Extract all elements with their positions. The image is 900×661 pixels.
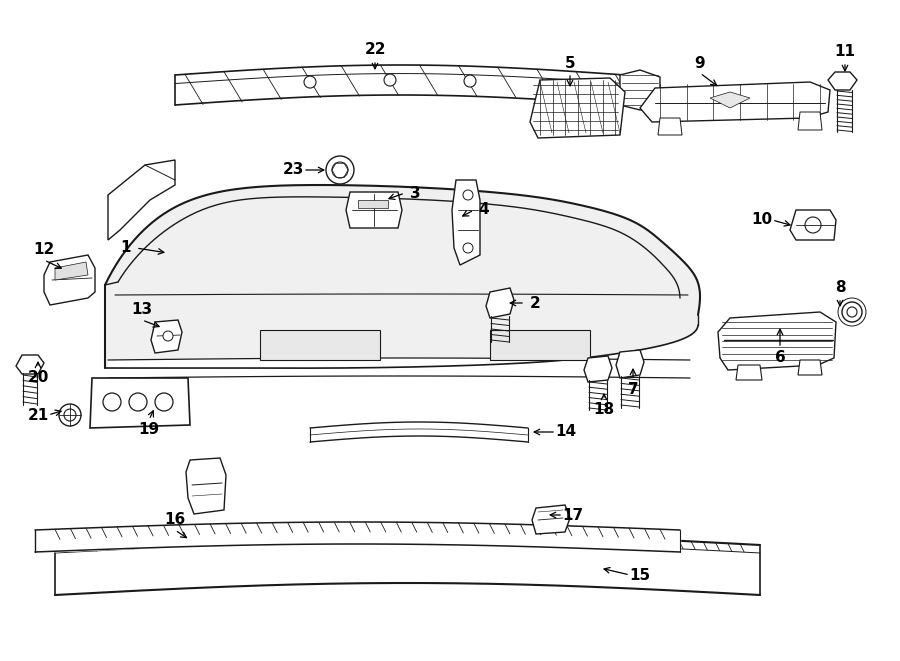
Polygon shape — [798, 112, 822, 130]
Text: 20: 20 — [27, 371, 49, 385]
Polygon shape — [718, 312, 836, 370]
Text: 1: 1 — [121, 241, 131, 256]
Polygon shape — [16, 355, 44, 374]
Text: 16: 16 — [165, 512, 185, 527]
Polygon shape — [452, 180, 480, 265]
Text: 12: 12 — [33, 243, 55, 258]
Circle shape — [332, 162, 348, 178]
Polygon shape — [108, 160, 175, 240]
Polygon shape — [620, 70, 660, 110]
Polygon shape — [798, 360, 822, 375]
Text: 19: 19 — [139, 422, 159, 438]
Polygon shape — [532, 505, 570, 534]
Circle shape — [842, 302, 862, 322]
Circle shape — [64, 409, 76, 421]
Text: 18: 18 — [593, 403, 615, 418]
Circle shape — [163, 331, 173, 341]
Polygon shape — [490, 330, 590, 360]
Circle shape — [304, 76, 316, 88]
Polygon shape — [584, 356, 612, 382]
Text: 14: 14 — [555, 424, 577, 440]
Polygon shape — [486, 288, 514, 318]
Text: 22: 22 — [364, 42, 386, 58]
Text: 8: 8 — [834, 280, 845, 295]
Polygon shape — [186, 458, 226, 514]
Text: 2: 2 — [529, 295, 540, 311]
Text: 9: 9 — [695, 56, 706, 71]
Circle shape — [59, 404, 81, 426]
Text: 6: 6 — [775, 350, 786, 366]
Text: 23: 23 — [283, 163, 303, 178]
Text: 3: 3 — [410, 186, 420, 200]
Text: 4: 4 — [479, 202, 490, 217]
Text: 11: 11 — [834, 44, 856, 59]
Polygon shape — [530, 78, 625, 138]
Polygon shape — [105, 185, 700, 368]
Text: 21: 21 — [27, 407, 49, 422]
Circle shape — [464, 75, 476, 87]
Text: 15: 15 — [629, 568, 651, 582]
Polygon shape — [616, 350, 644, 378]
Text: 13: 13 — [131, 303, 153, 317]
Circle shape — [805, 217, 821, 233]
Text: 5: 5 — [564, 56, 575, 71]
Circle shape — [129, 393, 147, 411]
Circle shape — [155, 393, 173, 411]
Polygon shape — [260, 330, 380, 360]
Polygon shape — [90, 378, 190, 428]
Text: 17: 17 — [562, 508, 583, 522]
Circle shape — [847, 307, 857, 317]
Polygon shape — [790, 210, 836, 240]
Circle shape — [326, 156, 354, 184]
Polygon shape — [55, 262, 88, 280]
Polygon shape — [640, 82, 830, 122]
Polygon shape — [44, 255, 95, 305]
Circle shape — [103, 393, 121, 411]
Polygon shape — [346, 192, 402, 228]
Circle shape — [463, 190, 473, 200]
Polygon shape — [358, 200, 388, 208]
Polygon shape — [828, 72, 857, 90]
Polygon shape — [736, 365, 762, 380]
Polygon shape — [151, 320, 182, 353]
Polygon shape — [710, 92, 750, 108]
Circle shape — [384, 74, 396, 86]
Polygon shape — [658, 118, 682, 135]
Circle shape — [463, 243, 473, 253]
Text: 7: 7 — [627, 383, 638, 397]
Text: 10: 10 — [752, 212, 772, 227]
